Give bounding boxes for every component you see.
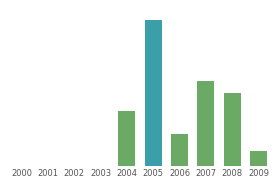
Bar [118,111,136,166]
Bar [171,134,188,166]
Bar [250,151,267,166]
Bar [144,20,162,166]
Bar [224,93,241,166]
Bar [197,82,214,166]
